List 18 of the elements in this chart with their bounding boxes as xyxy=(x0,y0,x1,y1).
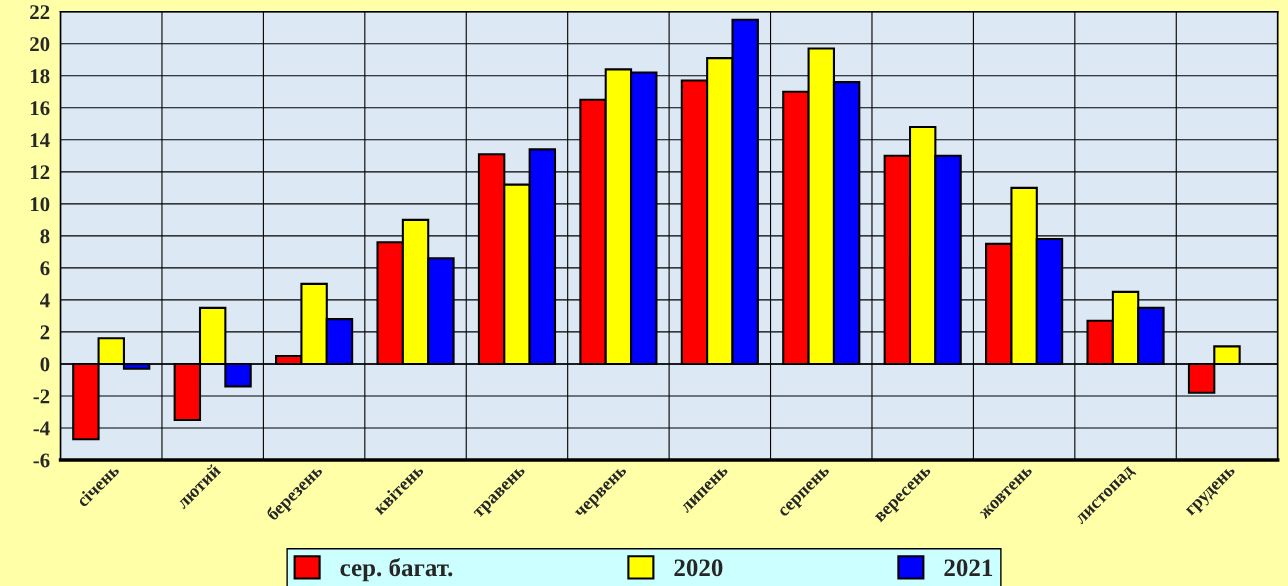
y-tick-label: 18 xyxy=(30,69,50,84)
y-tick-label: 8 xyxy=(40,229,50,244)
y-tick-label: 16 xyxy=(30,101,50,116)
legend-label: 2020 xyxy=(674,559,723,577)
legend-label: 2021 xyxy=(944,559,993,577)
y-tick-label: -6 xyxy=(33,453,50,468)
legend-label: сер. багат. xyxy=(340,558,453,582)
y-tick-label: 2 xyxy=(40,325,50,340)
y-tick-label: 20 xyxy=(30,37,50,52)
y-tick-label: 10 xyxy=(30,197,50,212)
y-tick-label: -4 xyxy=(33,421,50,436)
y-tick-label: 4 xyxy=(39,293,50,308)
y-tick-label: 6 xyxy=(40,261,50,276)
y-tick-label: 12 xyxy=(30,165,50,180)
y-tick-label: 22 xyxy=(30,5,50,19)
y-tick-label: 0 xyxy=(40,357,50,372)
y-tick-label: -2 xyxy=(33,389,50,404)
y-tick-label: 14 xyxy=(30,133,50,148)
